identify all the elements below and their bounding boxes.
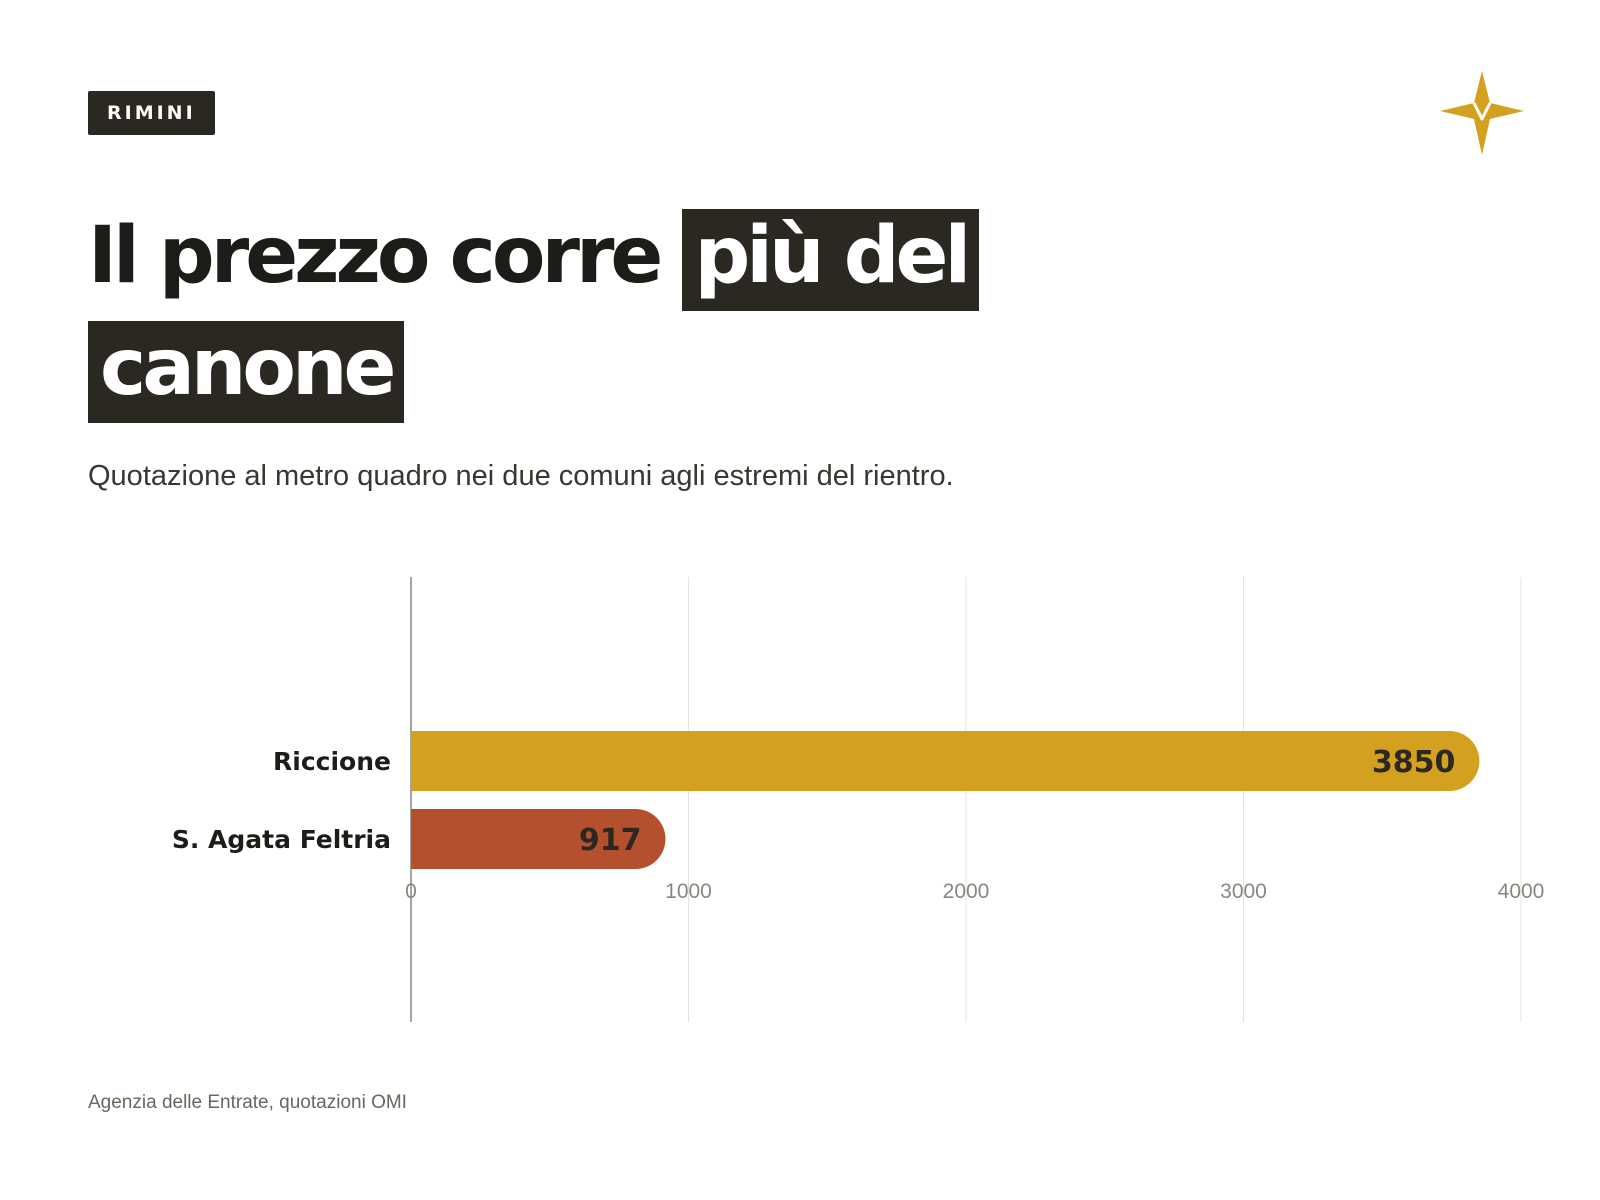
category-label: S. Agata Feltria: [172, 825, 391, 854]
region-tag: RIMINI: [88, 91, 215, 135]
compass-star-icon: [1440, 71, 1524, 155]
x-tick-label: 3000: [1220, 880, 1267, 903]
x-tick-label: 0: [405, 880, 417, 903]
title-highlight-2: canone: [88, 321, 405, 423]
title-highlight-1: più del: [682, 209, 980, 311]
x-tick-label: 1000: [665, 880, 712, 903]
title-plain: Il prezzo corre: [88, 211, 663, 301]
bar: [411, 731, 1480, 791]
page-title: Il prezzo corre più del canone: [88, 200, 1088, 424]
bar-cap: [411, 731, 441, 791]
bar-cap: [411, 809, 441, 869]
data-label: 3850: [1372, 745, 1456, 780]
category-label: Riccione: [273, 747, 391, 776]
subtitle: Quotazione al metro quadro nei due comun…: [88, 460, 954, 492]
x-tick-label: 2000: [943, 880, 990, 903]
bar: [411, 809, 666, 869]
x-tick-label: 4000: [1498, 880, 1545, 903]
source-note: Agenzia delle Entrate, quotazioni OMI: [88, 1092, 407, 1113]
data-label: 917: [579, 823, 642, 858]
